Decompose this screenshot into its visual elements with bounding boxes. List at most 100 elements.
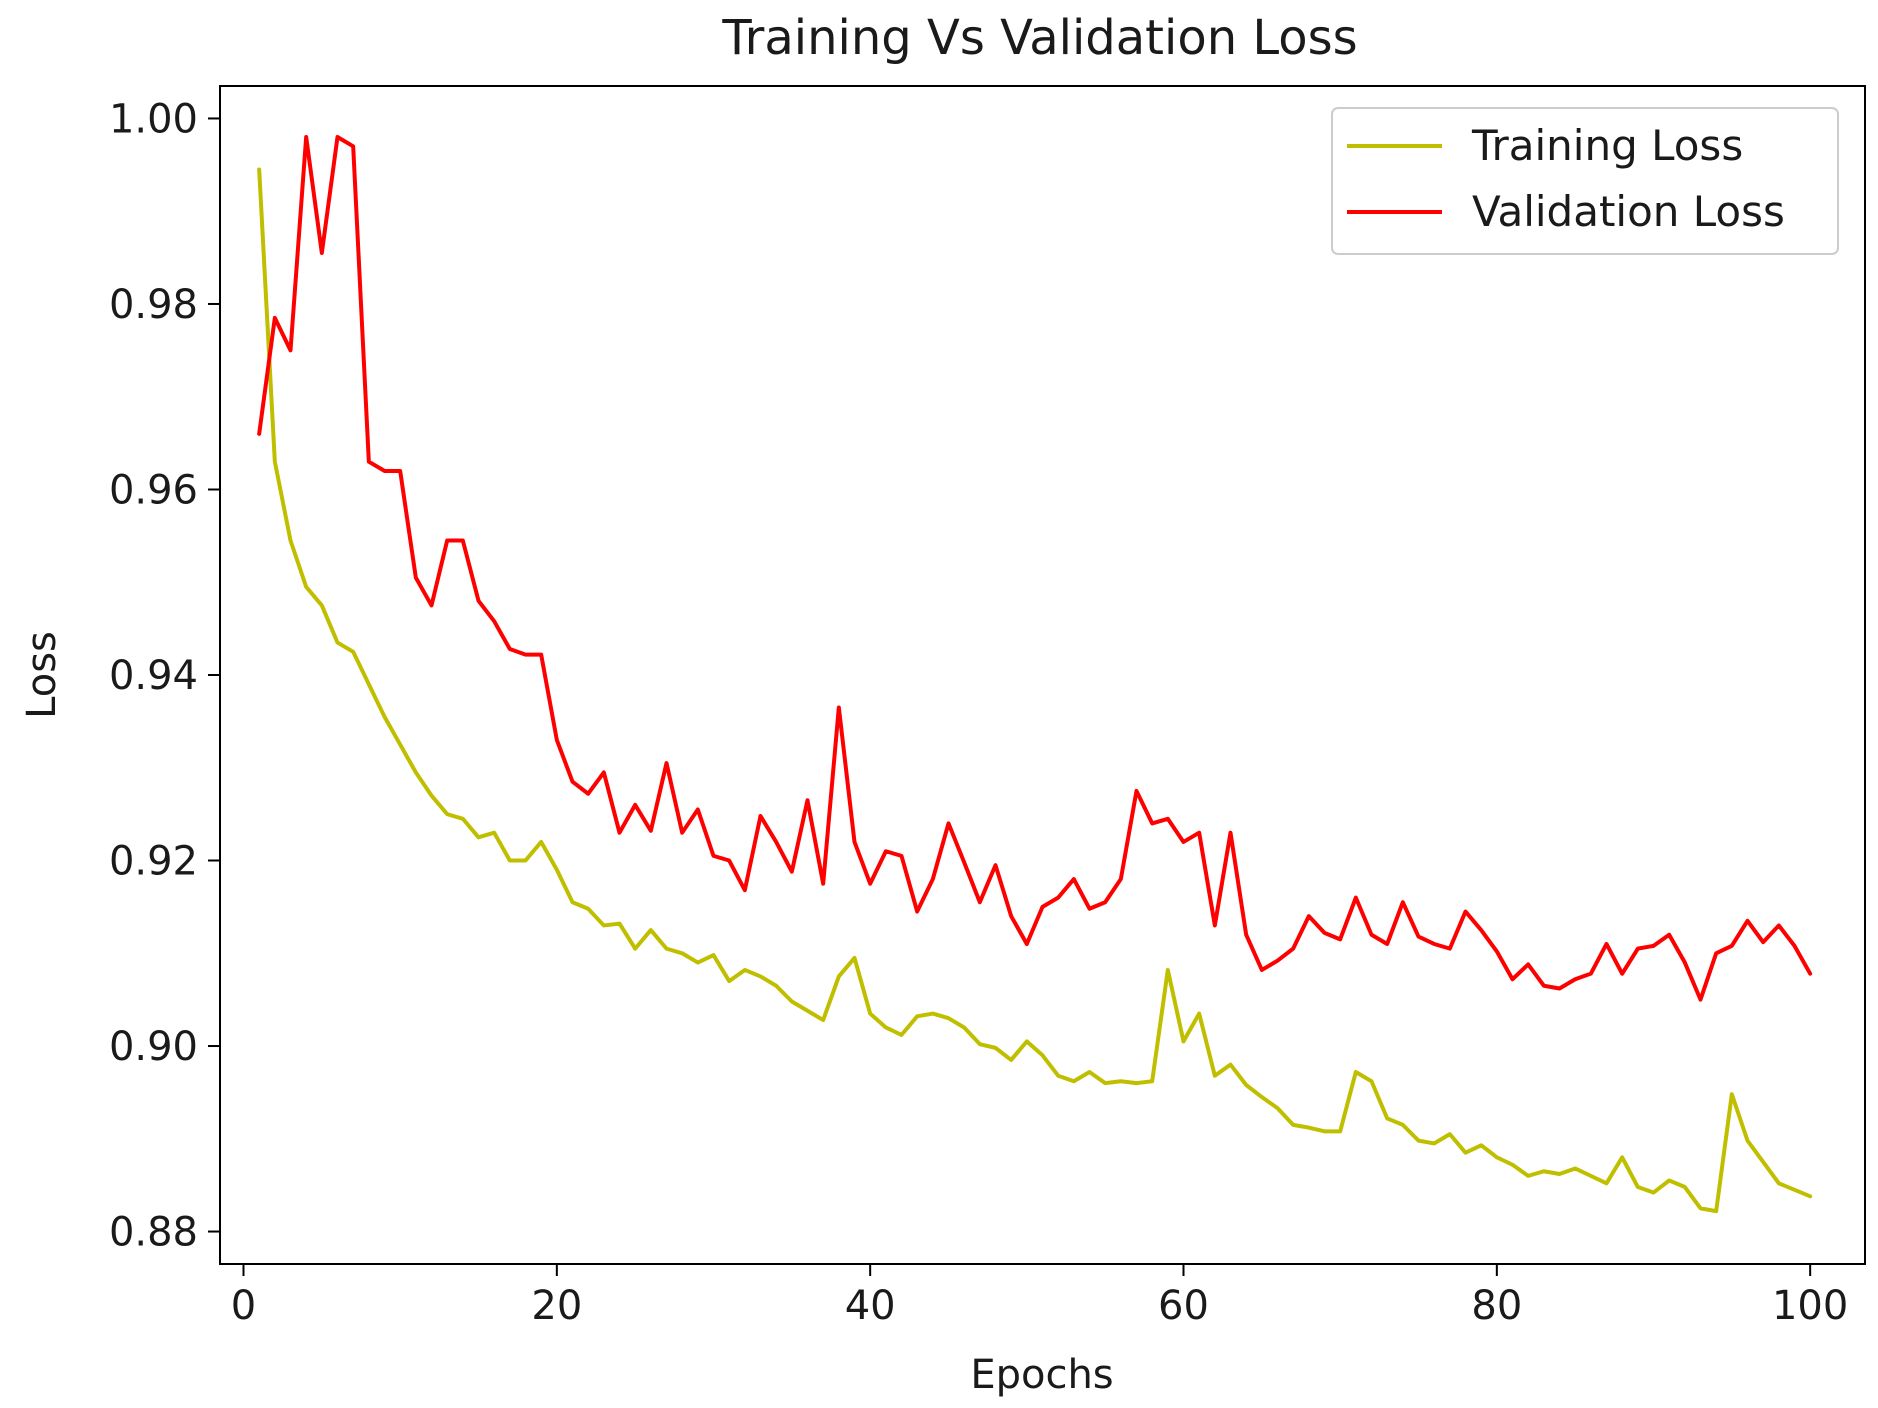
data-point-training-loss	[367, 682, 371, 686]
data-point-validation-loss	[304, 135, 308, 139]
data-point-training-loss	[1166, 968, 1170, 972]
data-point-validation-loss	[1432, 942, 1436, 946]
data-point-validation-loss	[837, 705, 841, 709]
data-point-training-loss	[1417, 1139, 1421, 1143]
data-point-training-loss	[633, 947, 637, 951]
data-point-training-loss	[1464, 1151, 1468, 1155]
data-point-validation-loss	[1479, 928, 1483, 932]
data-point-training-loss	[1307, 1126, 1311, 1130]
data-point-validation-loss	[806, 798, 810, 802]
data-point-training-loss	[743, 968, 747, 972]
data-point-training-loss	[351, 650, 355, 654]
data-point-training-loss	[962, 1025, 966, 1029]
data-point-validation-loss	[539, 653, 543, 657]
data-point-validation-loss	[994, 863, 998, 867]
data-point-training-loss	[1526, 1174, 1530, 1178]
data-point-validation-loss	[712, 854, 716, 858]
data-point-training-loss	[1197, 1012, 1201, 1016]
y-axis-label: Loss	[19, 631, 65, 719]
data-point-validation-loss	[1276, 959, 1280, 963]
data-point-training-loss	[1730, 1092, 1734, 1096]
data-point-training-loss	[320, 603, 324, 607]
data-point-validation-loss	[430, 603, 434, 607]
data-point-validation-loss	[774, 840, 778, 844]
data-point-validation-loss	[1746, 919, 1750, 923]
data-point-training-loss	[1088, 1070, 1092, 1074]
data-point-validation-loss	[492, 619, 496, 623]
data-point-training-loss	[602, 923, 606, 927]
data-point-training-loss	[289, 539, 293, 543]
data-point-training-loss	[1620, 1155, 1624, 1159]
data-point-validation-loss	[1417, 935, 1421, 939]
data-point-validation-loss	[1558, 987, 1562, 991]
data-point-training-loss	[1432, 1141, 1436, 1145]
data-point-validation-loss	[743, 888, 747, 892]
data-point-validation-loss	[1025, 942, 1029, 946]
data-point-training-loss	[445, 812, 449, 816]
data-point-training-loss	[1714, 1209, 1718, 1213]
data-point-training-loss	[1072, 1079, 1076, 1083]
data-point-training-loss	[555, 868, 559, 872]
data-point-training-loss	[1479, 1143, 1483, 1147]
y-tick-label: 0.90	[109, 1024, 198, 1070]
data-point-validation-loss	[1088, 907, 1092, 911]
data-point-training-loss	[837, 974, 841, 978]
data-point-validation-loss	[1307, 914, 1311, 918]
data-point-validation-loss	[477, 599, 481, 603]
data-point-validation-loss	[1511, 977, 1515, 981]
data-point-validation-loss	[649, 829, 653, 833]
data-point-validation-loss	[618, 831, 622, 835]
data-point-training-loss	[461, 817, 465, 821]
data-point-training-loss	[1573, 1166, 1577, 1170]
data-point-training-loss	[383, 715, 387, 719]
data-point-validation-loss	[1385, 942, 1389, 946]
data-point-training-loss	[649, 928, 653, 932]
data-point-validation-loss	[524, 653, 528, 657]
data-point-validation-loss	[1150, 821, 1154, 825]
y-tick-label: 1.00	[109, 96, 198, 142]
data-point-validation-loss	[383, 469, 387, 473]
data-point-training-loss	[1699, 1206, 1703, 1210]
data-point-training-loss	[1667, 1179, 1671, 1183]
data-point-training-loss	[1761, 1160, 1765, 1164]
data-point-validation-loss	[1338, 937, 1342, 941]
data-point-training-loss	[696, 961, 700, 965]
data-point-training-loss	[336, 641, 340, 645]
y-axis-ticks: 0.88 0.90 0.92 0.94 0.96 0.98 1.00	[109, 96, 220, 1256]
data-point-training-loss	[1229, 1063, 1233, 1067]
data-point-validation-loss	[1730, 944, 1734, 948]
data-point-training-loss	[727, 979, 731, 983]
data-point-validation-loss	[1103, 900, 1107, 904]
data-point-training-loss	[1323, 1129, 1327, 1133]
data-point-training-loss	[398, 743, 402, 747]
data-point-training-loss	[1119, 1079, 1123, 1083]
data-point-validation-loss	[931, 877, 935, 881]
data-point-validation-loss	[900, 854, 904, 858]
data-point-validation-loss	[1808, 972, 1812, 976]
data-point-training-loss	[1385, 1116, 1389, 1120]
y-tick-label: 0.94	[109, 653, 198, 699]
data-point-validation-loss	[915, 910, 919, 914]
data-point-validation-loss	[759, 814, 763, 818]
data-point-validation-loss	[257, 432, 261, 436]
y-tick-label: 0.92	[109, 839, 198, 885]
series-line-validation-loss	[257, 135, 1813, 1002]
data-point-training-loss	[806, 1009, 810, 1013]
data-point-validation-loss	[1182, 840, 1186, 844]
data-point-validation-loss	[351, 144, 355, 148]
chart-title: Training Vs Validation Loss	[721, 10, 1357, 66]
data-point-validation-loss	[1213, 923, 1217, 927]
data-point-validation-loss	[1197, 831, 1201, 835]
data-point-training-loss	[680, 951, 684, 955]
x-tick-label: 100	[1772, 1283, 1848, 1329]
data-point-validation-loss	[1495, 949, 1499, 953]
data-point-validation-loss	[665, 761, 669, 765]
data-point-training-loss	[508, 859, 512, 863]
data-point-validation-loss	[1370, 933, 1374, 937]
data-point-training-loss	[931, 1012, 935, 1016]
data-point-validation-loss	[508, 647, 512, 651]
data-point-training-loss	[1589, 1174, 1593, 1178]
data-point-validation-loss	[1761, 940, 1765, 944]
data-point-training-loss	[1276, 1106, 1280, 1110]
